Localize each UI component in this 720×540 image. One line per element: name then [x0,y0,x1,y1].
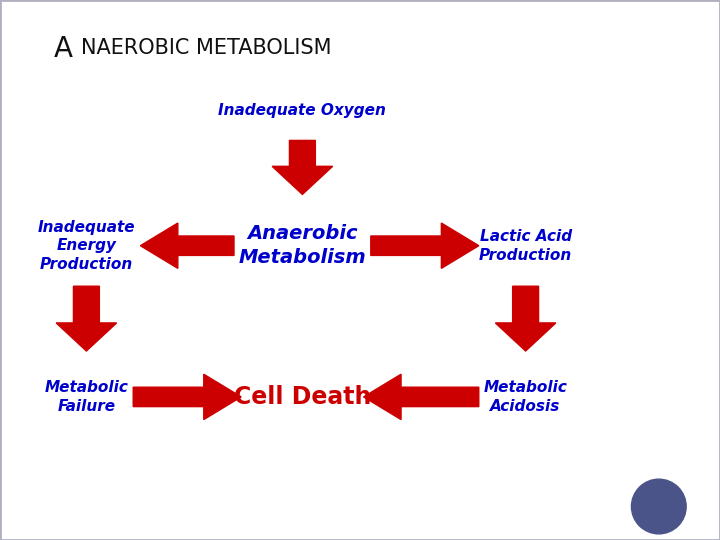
Polygon shape [371,223,479,268]
Text: Metabolic
Failure: Metabolic Failure [45,380,128,414]
Polygon shape [133,374,241,420]
Text: Metabolic
Acidosis: Metabolic Acidosis [484,380,567,414]
Text: Cell Death: Cell Death [234,385,371,409]
Text: Lactic Acid
Production: Lactic Acid Production [479,229,572,262]
Text: NAEROBIC METABOLISM: NAEROBIC METABOLISM [81,38,332,58]
Text: A: A [54,35,73,63]
Polygon shape [272,140,333,194]
Polygon shape [364,374,479,420]
Polygon shape [140,223,234,268]
Polygon shape [56,286,117,351]
Ellipse shape [631,479,686,534]
Text: Inadequate Oxygen: Inadequate Oxygen [218,103,387,118]
Polygon shape [495,286,556,351]
Text: Inadequate
Energy
Production: Inadequate Energy Production [37,220,135,272]
Text: Anaerobic
Metabolism: Anaerobic Metabolism [238,225,366,267]
